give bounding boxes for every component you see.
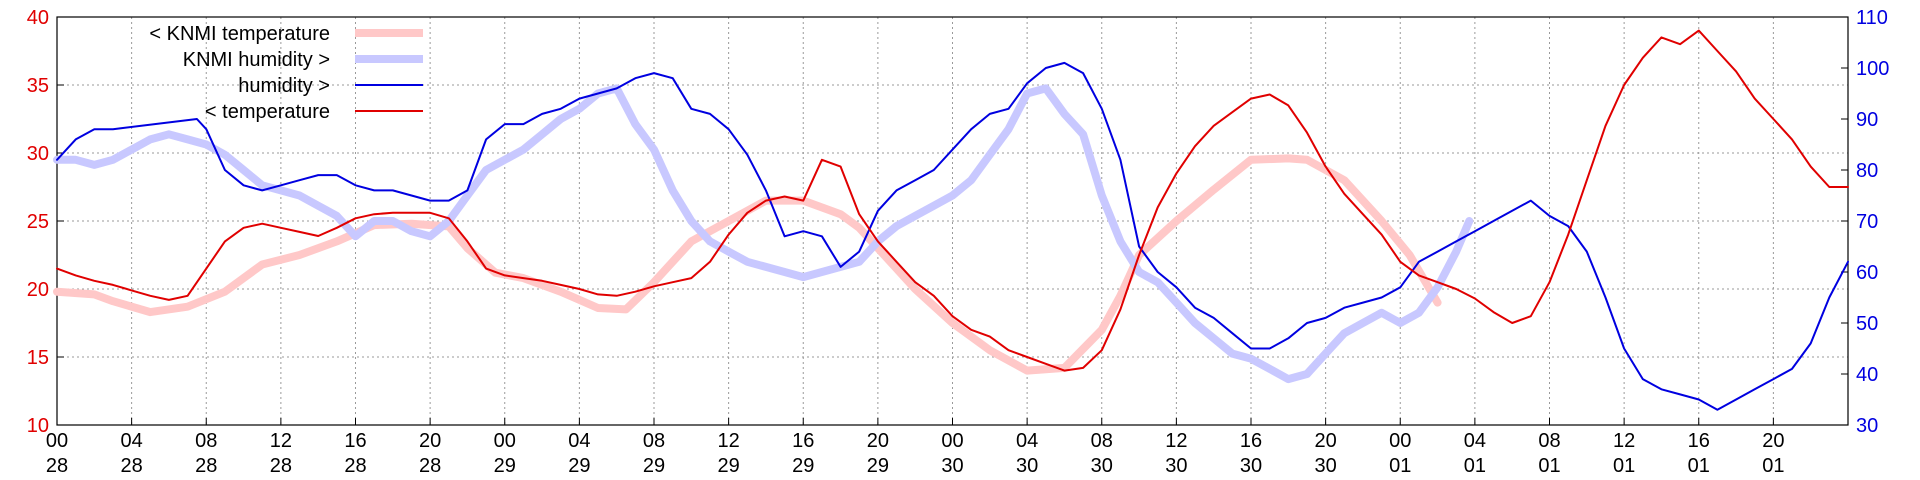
x-tick-day: 01	[1389, 455, 1411, 477]
series-line-temperature	[56, 29, 1849, 372]
x-tick-day: 28	[419, 455, 441, 477]
x-tick-hour: 04	[1016, 430, 1038, 452]
right-tick-label: 50	[1856, 313, 1878, 335]
x-tick-hour: 00	[1389, 430, 1411, 452]
right-tick-label: 110	[1856, 7, 1888, 29]
x-tick-hour: 20	[1315, 430, 1337, 452]
x-tick-day: 30	[1240, 455, 1262, 477]
right-tick-label: 70	[1856, 211, 1878, 233]
x-tick-day: 01	[1613, 455, 1635, 477]
x-tick-day: 29	[718, 455, 740, 477]
x-tick-day: 29	[643, 455, 665, 477]
x-tick-hour: 04	[121, 430, 143, 452]
right-tick-label: 60	[1856, 262, 1878, 284]
legend: < KNMI temperature KNMI humidity > humidit…	[149, 23, 423, 123]
right-tick-label: 30	[1856, 415, 1878, 437]
left-tick-label: 20	[27, 279, 49, 301]
x-tick-hour: 04	[1464, 430, 1486, 452]
x-tick-day: 29	[494, 455, 516, 477]
right-tick-label: 40	[1856, 364, 1878, 386]
x-tick-day: 30	[1016, 455, 1038, 477]
left-tick-label: 10	[27, 415, 49, 437]
x-tick-hour: 16	[344, 430, 366, 452]
x-tick-day: 28	[195, 455, 217, 477]
left-tick-label: 15	[27, 347, 49, 369]
x-tick-hour: 08	[1091, 430, 1113, 452]
x-tick-hour: 20	[1762, 430, 1784, 452]
x-tick-hour: 12	[1613, 430, 1635, 452]
x-tick-day: 30	[1165, 455, 1187, 477]
x-tick-day: 28	[46, 455, 68, 477]
x-tick-hour: 16	[1688, 430, 1710, 452]
series-line-humidity	[56, 61, 1849, 411]
legend-label: < KNMI temperature	[149, 23, 330, 45]
x-tick-hour: 16	[792, 430, 814, 452]
x-tick-day: 01	[1464, 455, 1486, 477]
x-tick-hour: 08	[1538, 430, 1560, 452]
left-axis-ticks: 10 15 20 25 30 35 40	[27, 7, 64, 437]
x-tick-day: 28	[121, 455, 143, 477]
right-tick-label: 80	[1856, 160, 1878, 182]
left-tick-label: 25	[27, 211, 49, 233]
right-tick-label: 100	[1856, 58, 1889, 80]
x-tick-hour: 12	[1165, 430, 1187, 452]
x-tick-day: 29	[867, 455, 889, 477]
x-tick-day: 30	[1091, 455, 1113, 477]
x-tick-hour: 08	[643, 430, 665, 452]
x-tick-hour: 00	[941, 430, 963, 452]
x-tick-hour: 00	[46, 430, 68, 452]
x-tick-hour: 04	[568, 430, 590, 452]
x-tick-day: 29	[568, 455, 590, 477]
x-tick-hour: 08	[195, 430, 217, 452]
left-tick-label: 35	[27, 75, 49, 97]
x-tick-hour: 20	[419, 430, 441, 452]
x-tick-hour: 16	[1240, 430, 1262, 452]
right-axis-ticks: 30 40 50 60 70 80 90 100 110	[1841, 7, 1889, 437]
x-tick-hour: 00	[494, 430, 516, 452]
x-tick-day: 01	[1762, 455, 1784, 477]
x-tick-day: 30	[941, 455, 963, 477]
x-tick-hour: 12	[270, 430, 292, 452]
left-tick-label: 40	[27, 7, 49, 29]
series-line-knmi-humidity	[53, 84, 1474, 384]
x-tick-hour: 20	[867, 430, 889, 452]
right-tick-label: 90	[1856, 109, 1878, 131]
x-tick-day: 01	[1538, 455, 1560, 477]
left-tick-label: 30	[27, 143, 49, 165]
x-tick-day: 30	[1315, 455, 1337, 477]
x-tick-day: 01	[1688, 455, 1710, 477]
grid	[57, 17, 1848, 425]
x-axis-ticks: 00 28 04 28 08 28 12 28 16 28 20 28 00 29 04 29 08 29 12 29…	[46, 418, 1785, 477]
series	[53, 29, 1849, 411]
x-tick-day: 28	[344, 455, 366, 477]
legend-label: KNMI humidity >	[183, 49, 330, 71]
x-tick-hour: 12	[718, 430, 740, 452]
x-tick-day: 29	[792, 455, 814, 477]
legend-label: < temperature	[205, 101, 330, 123]
x-tick-day: 28	[270, 455, 292, 477]
legend-label: humidity >	[238, 75, 330, 97]
